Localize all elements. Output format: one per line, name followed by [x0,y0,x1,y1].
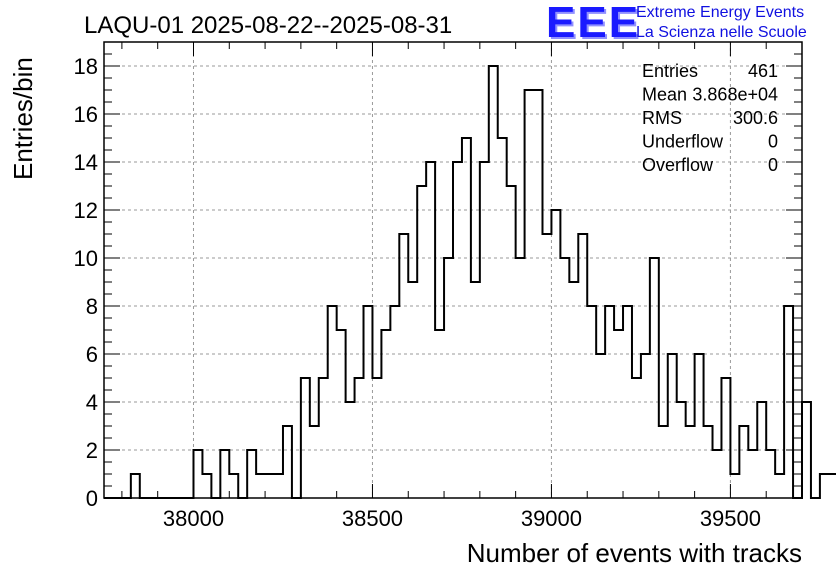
x-axis-label: Number of events with tracks [467,538,802,568]
logo-line-1: Extreme Energy Events [636,4,805,21]
x-tick-label: 39500 [700,506,761,531]
y-tick-label: 18 [74,54,98,79]
y-tick-label: 16 [74,102,98,127]
stats-label: Mean [642,85,687,105]
y-tick-label: 2 [86,438,98,463]
axis-ticks [104,41,803,499]
y-tick-label: 0 [86,486,98,511]
stats-label: Underflow [642,132,724,152]
stats-value: 3.868e+04 [692,85,778,105]
logo-line-2: La Scienza nelle Scuole [636,24,807,41]
x-tick-labels: 38000 38500 39000 39500 [163,506,761,531]
stats-box: Entries 461 Mean 3.868e+04 RMS 300.6 Underflow… [642,61,778,175]
chart-title: LAQU-01 2025-08-22--2025-08-31 [84,12,452,39]
y-tick-label: 10 [74,246,98,271]
stats-value: 461 [748,61,778,81]
y-tick-label: 8 [86,294,98,319]
plot-frame [103,41,803,499]
stats-label: RMS [642,108,682,128]
stats-label: Entries [642,61,698,81]
y-tick-label: 14 [74,150,98,175]
y-tick-label: 4 [86,390,98,415]
y-tick-label: 6 [86,342,98,367]
x-tick-label: 38000 [163,506,224,531]
y-axis-label: Entries/bin [8,57,38,180]
logo-text: Extreme Energy Events La Scienza nelle S… [636,3,807,43]
stats-value: 0 [768,155,778,175]
x-tick-label: 38500 [342,506,403,531]
histogram-step-line [104,65,836,499]
eee-logo: EEE [546,0,641,47]
stats-label: Overflow [642,155,714,175]
y-tick-label: 12 [74,198,98,223]
x-tick-label: 39000 [521,506,582,531]
grid-lines [104,42,802,498]
y-tick-labels: 0 2 4 6 8 10 12 14 16 18 [74,54,98,511]
stats-value: 0 [768,132,778,152]
stats-value: 300.6 [733,108,778,128]
